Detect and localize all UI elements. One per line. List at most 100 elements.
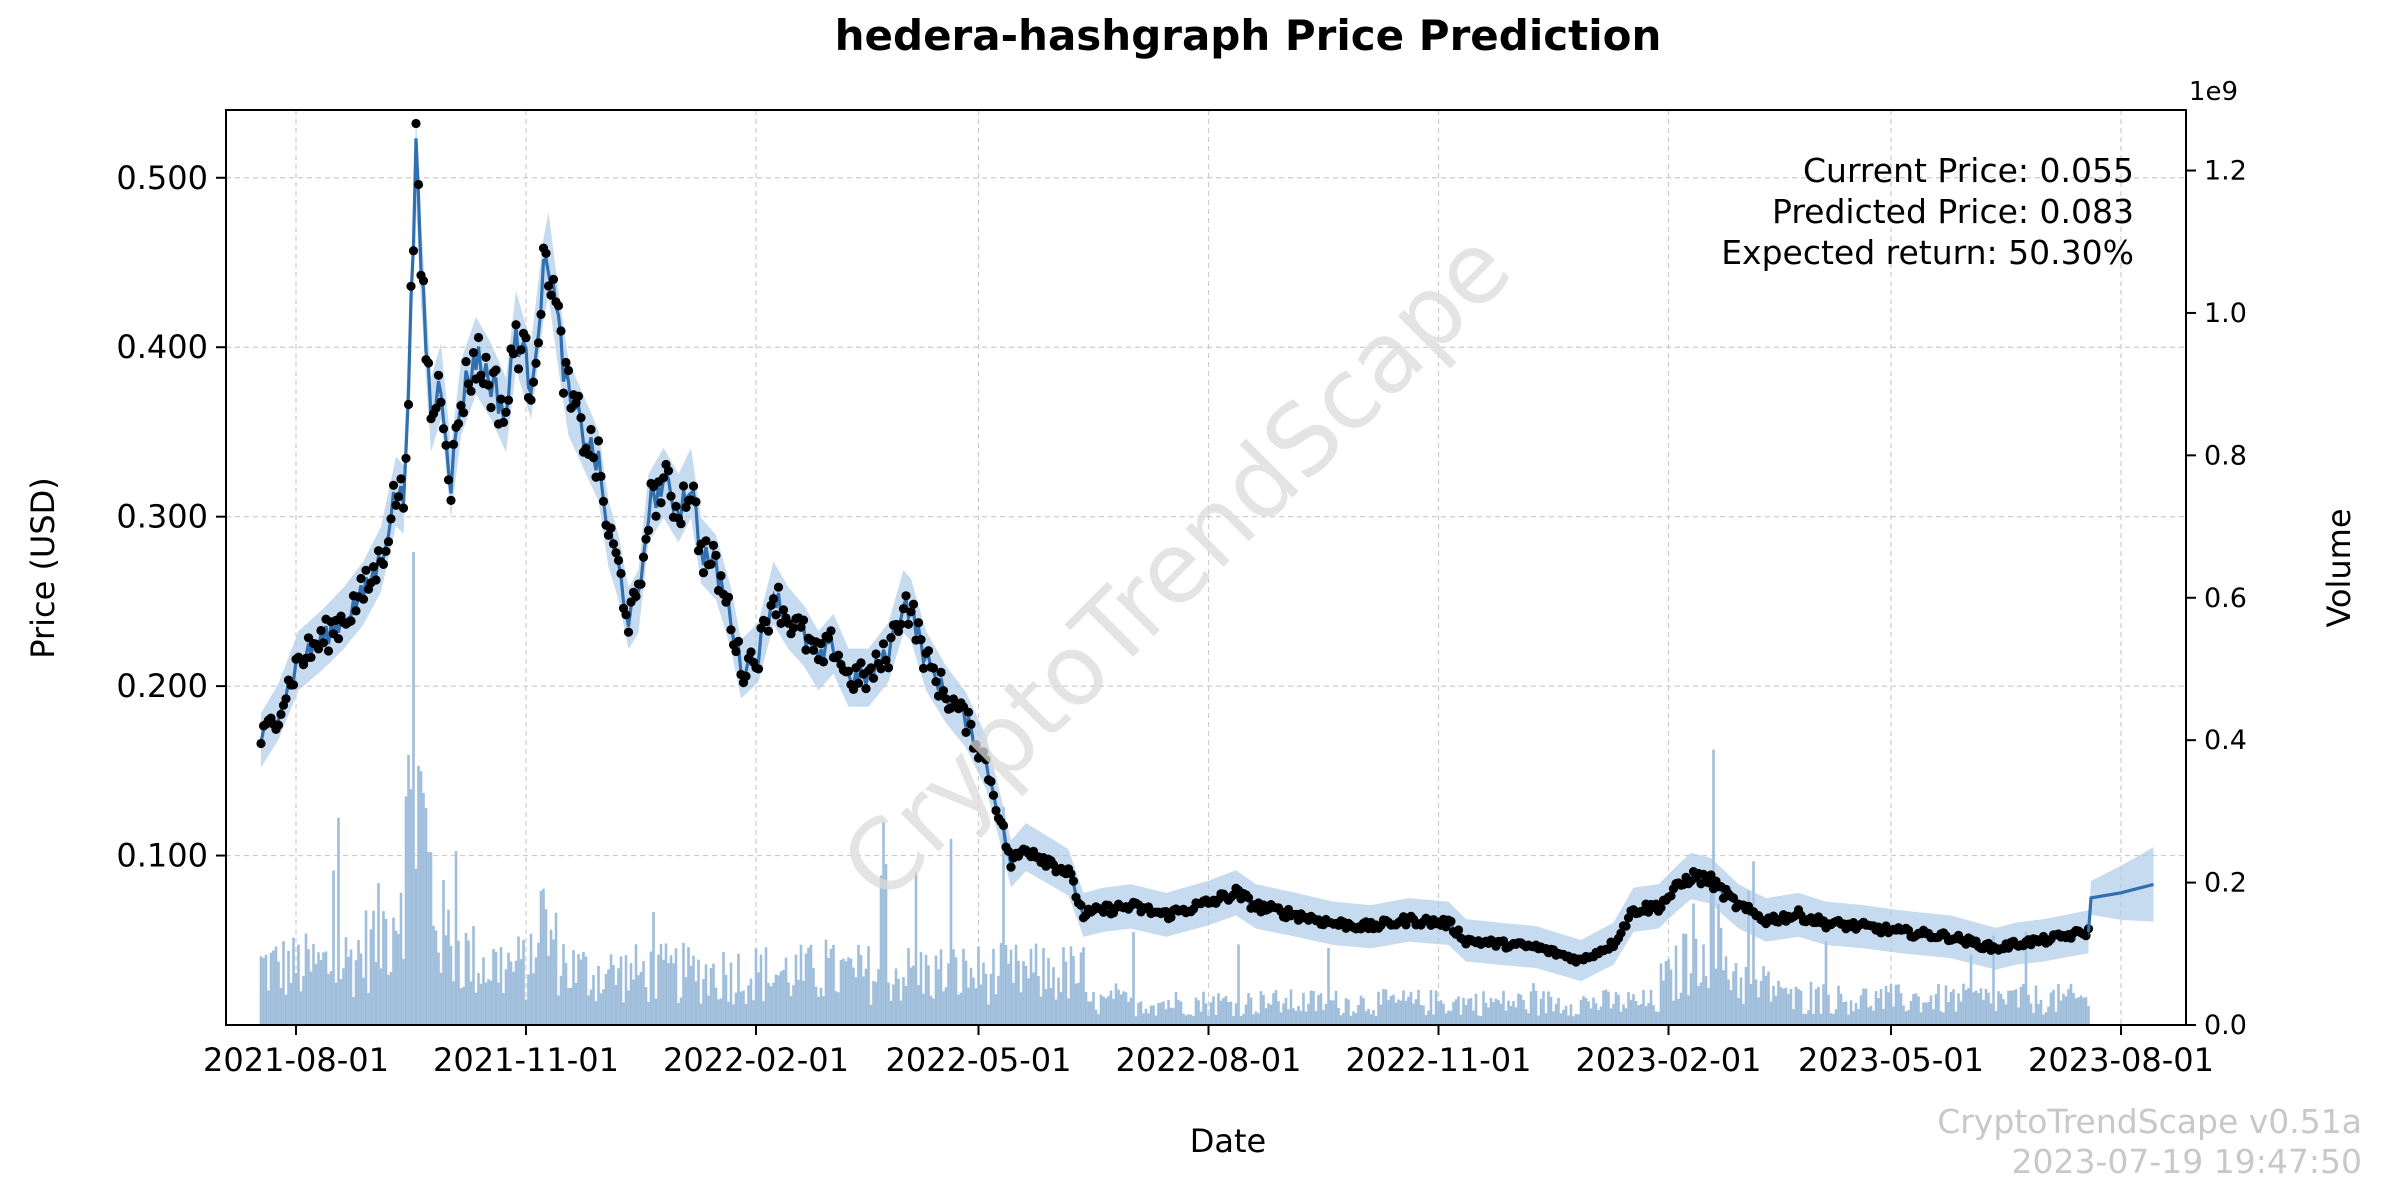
price-point (576, 413, 586, 423)
volume-bar (384, 918, 388, 1025)
volume-bar (1252, 1014, 1255, 1025)
price-point (466, 386, 476, 396)
x-tick-label: 2021-08-01 (203, 1041, 389, 1079)
price-point (621, 610, 631, 620)
volume-bar (877, 969, 880, 1025)
volume-bar (272, 950, 275, 1025)
volume-bar (1617, 994, 1620, 1025)
price-point (768, 594, 779, 604)
volume-bar (612, 964, 615, 1025)
y2-axis-ticks: 0.0 0.2 0.4 0.6 0.8 1.0 1.2 (2186, 156, 2247, 1041)
volume-bar (1644, 1006, 1648, 1025)
footer-timestamp: 2023-07-19 19:47:50 (2012, 1142, 2362, 1180)
price-point (731, 646, 741, 657)
volume-bar (899, 1000, 903, 1025)
price-point (528, 377, 539, 387)
volume-bar (1862, 988, 1865, 1025)
price-point (351, 606, 361, 616)
price-point (886, 633, 896, 643)
volume-bar (2082, 997, 2085, 1025)
volume-bar (1602, 990, 1605, 1025)
volume-bar (1809, 981, 1813, 1025)
volume-bar (804, 953, 808, 1025)
volume-bar (399, 892, 403, 1025)
volume-bar (1964, 989, 1968, 1025)
volume-bar (1352, 1011, 1355, 1025)
volume-bar (522, 940, 525, 1025)
volume-bar (1094, 1009, 1098, 1025)
volume-bar (507, 952, 510, 1025)
volume-bar (872, 980, 875, 1025)
volume-bar (942, 991, 945, 1025)
volume-bar (1697, 985, 1700, 1025)
volume-bar (1802, 1013, 1805, 1025)
volume-bar (812, 967, 815, 1025)
volume-bar (539, 890, 543, 1025)
volume-bar (1017, 960, 1020, 1025)
volume-bar (2014, 989, 2018, 1025)
volume-bar (907, 948, 910, 1025)
volume-bar (922, 993, 925, 1025)
volume-bar (1779, 987, 1783, 1025)
volume-bar (954, 957, 958, 1025)
price-point (511, 320, 521, 330)
volume-bar (1187, 1014, 1190, 1025)
volume-bar (774, 974, 778, 1025)
volume-bar (1924, 1002, 1928, 1025)
price-point (981, 755, 991, 765)
volume-bar (622, 1002, 625, 1025)
volume-bar (1357, 1004, 1360, 1025)
volume-bar (289, 982, 293, 1025)
volume-bar (477, 973, 480, 1025)
volume-bar (1132, 932, 1135, 1025)
price-point (438, 424, 449, 434)
volume-bar (679, 997, 683, 1025)
volume-bar (1459, 1014, 1463, 1025)
price-point (318, 638, 329, 648)
volume-bar (712, 963, 715, 1025)
volume-bar (817, 996, 820, 1025)
volume-bar (1574, 1013, 1578, 1025)
y2-axis-label: Volume (2320, 508, 2358, 627)
volume-bar (1247, 992, 1250, 1025)
volume-bar (1774, 995, 1778, 1025)
volume-bar (547, 955, 550, 1025)
volume-bar (857, 944, 860, 1025)
price-point (788, 623, 799, 633)
volume-bar (1014, 944, 1018, 1025)
volume-bar (1514, 1007, 1518, 1025)
volume-bar (789, 996, 793, 1025)
volume-bar (1307, 1003, 1310, 1025)
price-point (898, 604, 909, 614)
volume-bar (1152, 1005, 1155, 1025)
volume-bar (1669, 969, 1673, 1025)
volume-bar (1557, 997, 1560, 1025)
volume-bar (1797, 988, 1800, 1025)
price-point (1066, 869, 1076, 879)
volume-bar (1282, 1003, 1285, 1025)
volume-bar (1312, 991, 1315, 1025)
volume-bar (2047, 1006, 2050, 1025)
volume-bar (759, 954, 763, 1025)
volume-bar (1224, 995, 1228, 1025)
y-tick-label: 0.400 (116, 328, 208, 366)
price-point (476, 370, 486, 380)
volume-bar (1204, 1003, 1208, 1025)
volume-bar (332, 870, 335, 1025)
volume-bar (324, 951, 328, 1025)
volume-bar (417, 765, 420, 1025)
volume-bar (1597, 1009, 1600, 1025)
volume-bar (1469, 998, 1473, 1025)
price-point (723, 592, 734, 602)
volume-bar (1177, 999, 1180, 1025)
volume-bar (702, 979, 705, 1025)
volume-bar (764, 947, 768, 1025)
volume-bar (822, 996, 825, 1025)
price-point (896, 619, 906, 629)
volume-bar (1689, 973, 1693, 1025)
price-point (446, 495, 456, 505)
volume-bar (1919, 1012, 1923, 1025)
volume-bar (479, 983, 483, 1025)
volume-bar (2034, 985, 2038, 1025)
price-point (403, 399, 414, 410)
